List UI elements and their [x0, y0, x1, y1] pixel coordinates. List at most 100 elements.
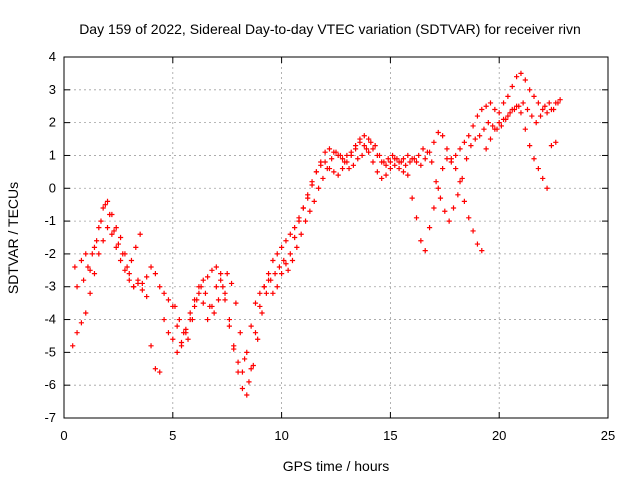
data-point	[161, 316, 167, 323]
data-point	[281, 257, 287, 264]
data-point	[202, 290, 209, 296]
data-point	[370, 159, 376, 165]
y-tick-label: -2	[44, 246, 56, 261]
data-point	[448, 159, 454, 165]
data-point	[213, 264, 219, 270]
data-point	[74, 330, 80, 336]
data-point	[263, 290, 269, 296]
data-point	[481, 126, 487, 132]
data-point	[198, 284, 204, 290]
data-point	[220, 284, 226, 290]
data-point	[287, 251, 293, 257]
data-point	[431, 139, 437, 145]
data-point	[392, 162, 398, 168]
data-point	[200, 277, 206, 283]
data-point	[372, 143, 378, 149]
data-point	[265, 271, 272, 277]
data-point	[302, 218, 309, 224]
data-point	[300, 205, 306, 211]
x-tick-label: 20	[492, 428, 506, 443]
data-point	[535, 165, 541, 172]
data-point	[544, 110, 550, 116]
data-point	[533, 120, 539, 126]
data-point	[185, 336, 191, 342]
data-point	[318, 162, 324, 168]
data-point	[374, 169, 380, 175]
y-tick-label: 1	[49, 147, 56, 162]
data-point	[442, 208, 448, 214]
data-point	[148, 343, 154, 349]
data-point	[457, 146, 463, 152]
data-point	[363, 146, 370, 152]
data-point	[91, 244, 98, 250]
data-point	[157, 284, 163, 290]
y-tick-label: 4	[49, 49, 56, 64]
data-point	[161, 290, 167, 296]
data-point	[531, 93, 537, 99]
data-point	[144, 293, 150, 300]
data-point	[433, 179, 439, 185]
data-point	[537, 113, 544, 119]
data-point	[418, 162, 424, 168]
data-point	[355, 156, 361, 162]
data-point	[174, 323, 180, 329]
data-point	[165, 330, 172, 336]
data-point	[544, 185, 550, 191]
data-point	[459, 175, 465, 182]
data-point	[270, 257, 276, 264]
data-point	[505, 93, 511, 99]
data-point	[420, 146, 426, 152]
data-point	[326, 146, 333, 152]
data-point	[174, 349, 180, 355]
data-point	[485, 120, 491, 126]
data-point	[126, 277, 132, 283]
data-point	[107, 211, 113, 218]
data-point	[191, 303, 198, 310]
data-point	[296, 218, 302, 224]
x-axis-title: GPS time / hours	[283, 458, 390, 474]
data-point	[529, 113, 535, 119]
data-point	[324, 165, 330, 172]
data-point	[429, 159, 435, 165]
data-point	[83, 310, 89, 316]
x-tick-label: 10	[274, 428, 288, 443]
data-point	[435, 129, 441, 136]
data-point	[435, 185, 441, 191]
data-point	[472, 136, 478, 142]
data-point	[85, 264, 91, 270]
data-point	[113, 244, 119, 250]
data-point	[496, 120, 502, 126]
data-point	[102, 202, 108, 208]
data-point	[518, 110, 524, 116]
data-point	[115, 241, 121, 247]
data-point	[257, 303, 263, 310]
data-point	[468, 143, 474, 149]
data-point	[346, 165, 352, 172]
data-point	[453, 152, 459, 159]
data-point	[405, 152, 411, 159]
data-point	[437, 195, 444, 201]
data-point	[344, 152, 350, 159]
data-point	[398, 159, 404, 165]
data-point	[487, 136, 494, 142]
data-point	[535, 100, 541, 106]
data-point	[222, 290, 228, 296]
data-point	[244, 392, 250, 398]
data-point	[339, 156, 346, 162]
data-point	[487, 100, 494, 106]
data-point	[350, 162, 357, 168]
data-point	[322, 149, 328, 155]
data-point	[94, 238, 100, 244]
data-point	[540, 175, 546, 182]
data-point	[387, 165, 393, 172]
data-point	[461, 198, 467, 204]
data-point	[385, 156, 391, 162]
data-point	[244, 349, 250, 355]
data-point	[422, 248, 428, 254]
data-point	[172, 303, 178, 310]
data-point	[455, 192, 461, 198]
y-axis-title: SDTVAR / TECUs	[5, 182, 21, 294]
data-point	[320, 175, 326, 182]
data-point	[111, 228, 117, 234]
